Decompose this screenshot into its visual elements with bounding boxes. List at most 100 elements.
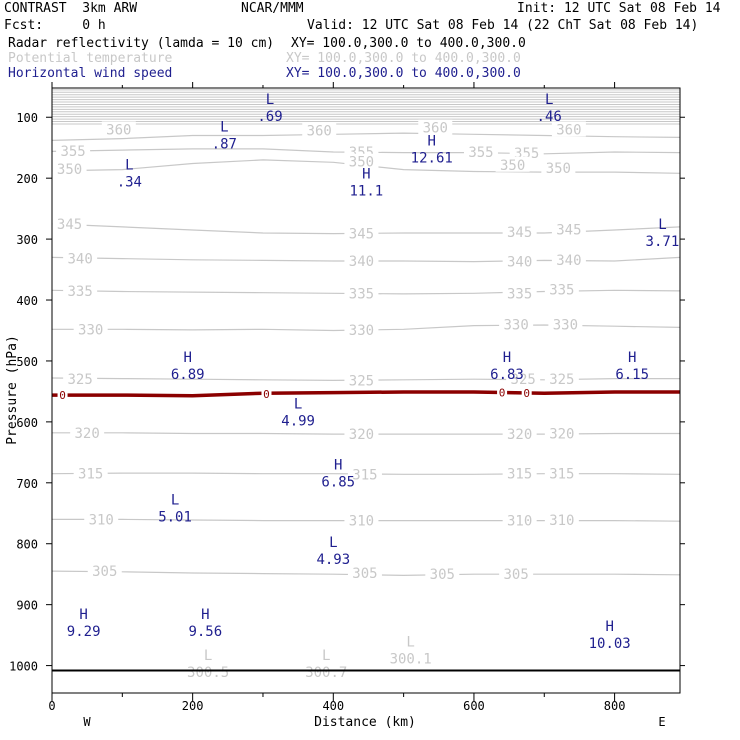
theta-label-355: 355 (60, 144, 85, 160)
theta-label-bg (84, 511, 119, 527)
organization: NCAR/MMM (241, 1, 304, 16)
theta-label-350: 350 (546, 161, 571, 177)
freezing-label-bg (521, 387, 532, 400)
extremum-value: 12.61 (411, 151, 453, 167)
init-time: Init: 12 UTC Sat 08 Feb 14 (517, 1, 721, 16)
valid-time: Valid: 12 UTC Sat 08 Feb 14 (22 ChT Sat … (307, 18, 699, 33)
theta-label-bg (347, 466, 382, 482)
extremum-value: 300.1 (390, 651, 432, 667)
freezing-level-label: 0 (499, 387, 506, 400)
extremum-low-marker: L (294, 397, 302, 413)
theta-label-bg (502, 253, 537, 269)
extremum-high-marker: H (605, 619, 613, 635)
extremum-value: 6.89 (171, 367, 205, 383)
theta-label-bg (499, 566, 534, 582)
extremum-value: 6.15 (615, 367, 649, 383)
plot-header: CONTRAST 3km ARW NCAR/MMM Init: 12 UTC S… (0, 0, 740, 84)
direction-label-west: W (83, 715, 91, 729)
theta-label-310: 310 (507, 514, 532, 530)
theta-label-bg (544, 281, 579, 297)
extremum-low-marker: L (204, 648, 212, 664)
extremum-low-marker: L (220, 120, 228, 136)
y-tick-label: 200 (16, 172, 38, 186)
forecast-hour: Fcst: 0 h (4, 18, 106, 33)
theta-label-bg (344, 426, 379, 442)
extremum-value: .87 (212, 137, 237, 153)
theta-label-345: 345 (349, 227, 374, 243)
theta-label-bg (52, 161, 87, 177)
theta-label-340: 340 (556, 253, 581, 269)
theta-label-360: 360 (106, 122, 131, 138)
theta-label-bg (425, 566, 460, 582)
extremum-value: 4.93 (316, 552, 350, 568)
theta-label-bg (502, 512, 537, 528)
theta-label-bg (344, 372, 379, 388)
theta-label-310: 310 (349, 514, 374, 530)
field-xy-reflectivity: XY= 100.0,300.0 to 400.0,300.0 (291, 36, 526, 51)
extremum-low-marker: L (658, 217, 666, 233)
theta-label-bg (347, 564, 382, 580)
extremum-high-marker: H (184, 350, 192, 366)
theta-label-340: 340 (67, 252, 92, 268)
theta-label-bg (101, 121, 136, 137)
theta-label-bg (544, 511, 579, 527)
freezing-label-bg (497, 386, 508, 399)
theta-label-bg (418, 119, 453, 135)
extremum-value: 9.56 (188, 624, 222, 640)
extremum-value: 10.03 (589, 636, 631, 652)
theta-label-320: 320 (549, 426, 574, 442)
theta-label-310: 310 (89, 512, 114, 528)
x-tick-label: 200 (182, 699, 204, 713)
extremum-high-marker: H (628, 350, 636, 366)
theta-label-340: 340 (349, 254, 374, 270)
extremum-low-marker: L (125, 157, 133, 173)
model-title: CONTRAST 3km ARW (4, 1, 138, 16)
y-tick-label: 600 (16, 416, 38, 430)
extremum-value: 4.99 (281, 414, 315, 430)
theta-label-360: 360 (423, 121, 448, 137)
extremum-low-marker: L (322, 648, 330, 664)
theta-label-355: 355 (468, 145, 493, 161)
freezing-level-label: 0 (59, 389, 66, 402)
theta-label-bg (499, 316, 534, 332)
theta-label-305: 305 (352, 566, 377, 582)
theta-label-330: 330 (553, 317, 578, 333)
theta-label-330: 330 (349, 323, 374, 339)
field-name-reflectivity: Radar reflectivity (lamda = 10 cm) (8, 36, 275, 51)
theta-label-bg (344, 225, 379, 241)
extremum-low-marker: L (329, 535, 337, 551)
theta-label-bg (56, 142, 91, 158)
freezing-label-bg (261, 387, 272, 400)
plot-frame (51, 87, 681, 694)
extremum-value: 9.29 (67, 624, 101, 640)
extremum-value: 6.83 (490, 367, 524, 383)
extremum-value: 300.5 (187, 665, 229, 681)
theta-label-350: 350 (349, 155, 374, 171)
theta-label-bg (502, 285, 537, 301)
theta-label-bg (544, 425, 579, 441)
extremum-value: 6.85 (321, 475, 355, 491)
x-tick-label: 0 (48, 699, 55, 713)
theta-label-335: 335 (549, 283, 574, 299)
y-tick-label: 700 (16, 477, 38, 491)
theta-label-345: 345 (556, 222, 581, 238)
theta-label-bg (63, 282, 98, 298)
extremum-low-marker: L (171, 492, 179, 508)
extremum-low-marker: L (406, 634, 414, 650)
theta-label-bg (63, 371, 98, 387)
theta-label-315: 315 (78, 467, 103, 483)
theta-label-bg (344, 512, 379, 528)
theta-label-320: 320 (75, 426, 100, 442)
x-tick-label: 400 (322, 699, 344, 713)
theta-label-330: 330 (78, 322, 103, 338)
theta-label-310: 310 (549, 513, 574, 529)
theta-label-bg (541, 159, 576, 175)
theta-label-320: 320 (349, 427, 374, 443)
x-axis-label: Distance (km) (314, 715, 416, 730)
extremum-high-marker: H (503, 350, 511, 366)
extremum-value: 3.71 (646, 234, 680, 250)
theta-label-305: 305 (92, 564, 117, 580)
field-name-theta: Potential temperature (8, 51, 173, 66)
theta-label-bg (506, 371, 541, 387)
y-tick-label: 300 (16, 233, 38, 247)
